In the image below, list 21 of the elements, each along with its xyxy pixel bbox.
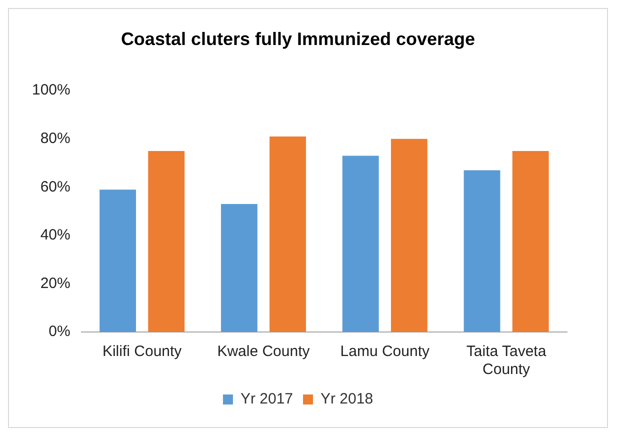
y-tick-label: 80%	[40, 130, 70, 148]
x-tick-label: Kilifi County	[102, 343, 182, 360]
bar	[148, 150, 185, 332]
bar	[342, 156, 379, 332]
bar	[390, 138, 428, 332]
bar	[464, 170, 500, 332]
y-tick-label: 60%	[40, 178, 70, 196]
chart-title: Coastal cluters fully Immunized coverage	[120, 28, 476, 49]
bar	[100, 190, 136, 332]
bar	[512, 150, 549, 332]
y-tick-label: 40%	[40, 226, 70, 244]
bar	[270, 136, 306, 332]
y-tick-label: 100%	[32, 82, 70, 99]
y-tick-label: 20%	[40, 274, 70, 292]
x-tick-label: Lamu County	[340, 343, 430, 360]
legend-label: Yr 2017	[240, 390, 294, 408]
x-tick-label: Taita Taveta County	[466, 343, 547, 378]
legend-label: Yr 2018	[320, 390, 374, 408]
bar	[220, 204, 258, 332]
y-tick-label: 0%	[48, 323, 70, 340]
x-tick-label: Kwale County	[217, 343, 310, 360]
